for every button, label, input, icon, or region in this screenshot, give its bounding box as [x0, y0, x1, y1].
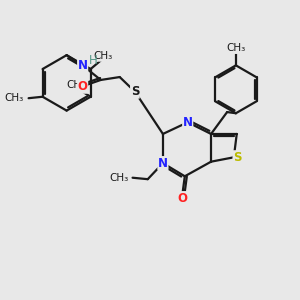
Text: CH₃: CH₃ — [66, 80, 86, 90]
Text: S: S — [233, 151, 242, 164]
Text: O: O — [178, 192, 188, 205]
Text: N: N — [158, 157, 168, 169]
Text: N: N — [78, 59, 88, 72]
Text: CH₃: CH₃ — [110, 173, 129, 183]
Text: CH₃: CH₃ — [4, 93, 23, 103]
Text: N: N — [183, 116, 193, 129]
Text: CH₃: CH₃ — [226, 44, 245, 53]
Text: CH₃: CH₃ — [94, 51, 113, 61]
Text: O: O — [78, 80, 88, 93]
Text: H: H — [89, 54, 98, 67]
Text: S: S — [130, 85, 139, 98]
